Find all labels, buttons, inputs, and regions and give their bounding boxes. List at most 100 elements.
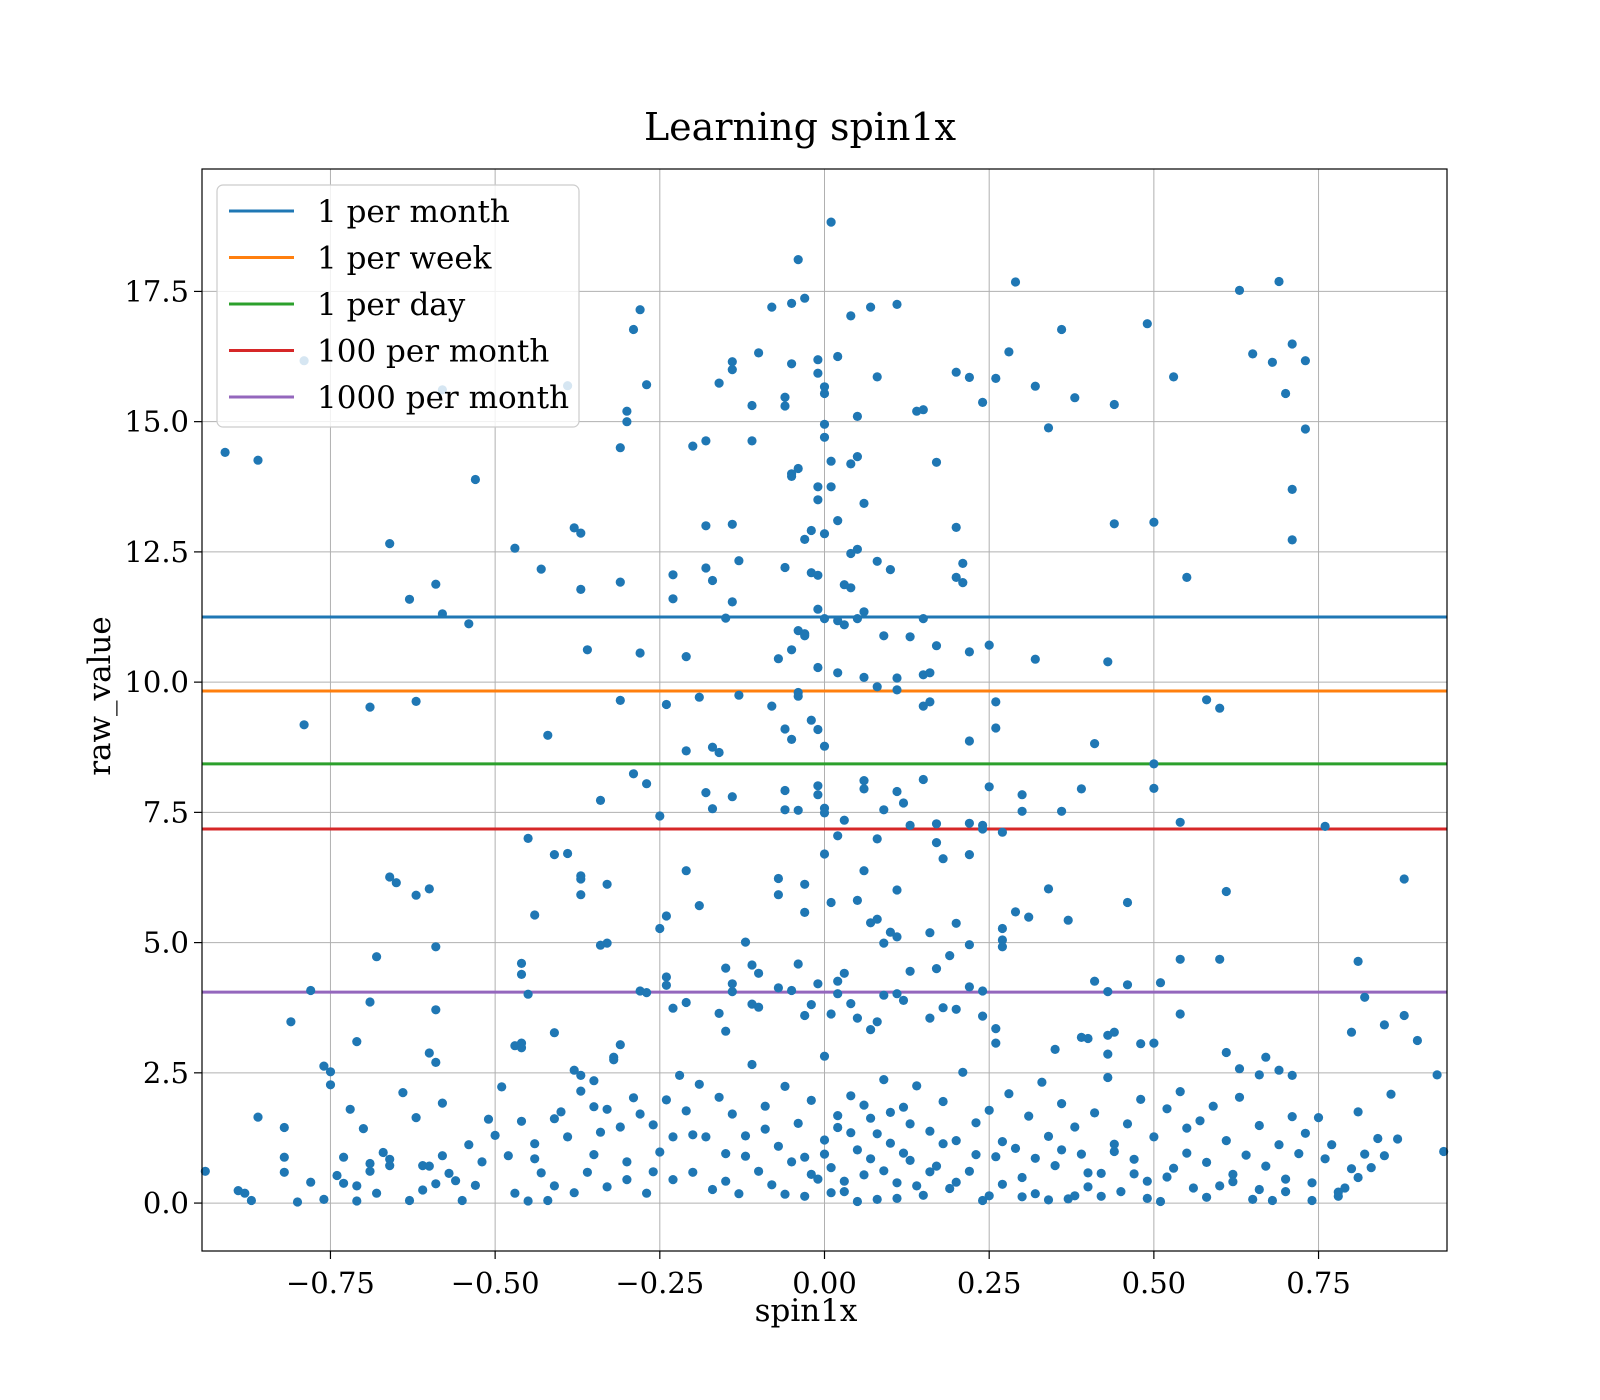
data-point [727,987,737,997]
data-point [707,742,718,752]
data-point [773,873,784,884]
legend-label: 1000 per month [317,380,569,416]
data-point [1103,1072,1113,1083]
data-point [1169,1163,1179,1173]
data-point [819,741,830,751]
data-point [819,382,830,392]
data-point [1142,1193,1152,1203]
data-point [833,1111,843,1121]
data-point [286,1017,296,1027]
data-point [898,798,909,808]
data-point [648,1120,658,1130]
data-point [253,455,263,465]
data-point [951,522,961,533]
data-point [898,995,909,1006]
data-point [819,808,830,818]
data-point [437,1098,447,1108]
data-point [1070,1191,1080,1201]
data-point [325,1080,336,1090]
data-point [1379,1020,1389,1030]
data-point [925,1126,935,1136]
data-point [688,1130,698,1140]
data-point [569,523,579,533]
data-point [879,1075,889,1085]
data-point [787,985,797,996]
data-point [747,1059,757,1070]
data-point [984,782,994,792]
data-point [464,619,474,629]
data-point [576,1086,586,1096]
data-point [787,645,797,655]
data-point [358,1124,368,1134]
data-point [385,872,395,882]
data-point [1090,1108,1100,1118]
data-point [839,580,849,590]
data-point [1017,1192,1027,1202]
data-point [365,702,375,712]
data-point [404,594,415,604]
data-point [714,747,724,758]
data-point [964,940,975,950]
data-point [1149,517,1159,527]
data-point [549,1114,560,1124]
data-point [451,1176,461,1186]
data-point [991,697,1001,707]
data-point [1109,1027,1119,1037]
data-point [852,1013,863,1023]
data-point [1261,1161,1271,1171]
data-point [1182,1123,1192,1133]
data-point [846,1091,856,1101]
data-point [1320,821,1330,832]
data-point [1221,1047,1231,1058]
data-point [1234,1064,1245,1074]
data-point [793,255,803,265]
data-point [951,1136,961,1146]
data-point [1090,976,1100,986]
data-point [734,556,744,566]
data-point [833,831,843,841]
data-point [938,1139,948,1149]
data-point [1155,978,1166,988]
data-point [826,1188,836,1198]
data-point [1215,1181,1225,1191]
x-tick-label: 0.50 [1122,1266,1187,1300]
data-point [1241,1150,1251,1160]
data-point [1175,954,1185,964]
data-point [1399,1010,1409,1021]
data-point [1149,783,1159,794]
data-point [806,1095,816,1105]
data-point [1294,1149,1304,1159]
data-point [1083,1168,1093,1178]
data-point [576,528,586,538]
data-point [424,884,434,894]
data-point [931,1161,942,1171]
data-point [681,866,691,876]
data-point [826,217,836,227]
data-point [615,695,625,706]
data-point [859,672,869,683]
data-point [740,1131,751,1141]
data-point [1221,886,1231,897]
data-point [1070,1122,1080,1132]
data-point [951,572,961,583]
data-point [398,1088,408,1098]
data-point [418,1161,428,1171]
data-point [523,989,533,999]
data-point [852,1145,863,1155]
data-point [530,1154,540,1164]
data-point [800,534,810,545]
data-point [892,299,902,309]
data-point [833,351,843,362]
data-point [925,928,935,938]
x-axis-label: spin1x [755,1293,858,1329]
data-point [1057,1145,1067,1155]
data-point [852,452,863,462]
data-point [523,1196,533,1206]
x-axis-ticks: −0.75 −0.50 −0.25 0.00 0.25 0.50 0.75 [286,1251,1351,1300]
data-point [1360,1149,1370,1159]
data-point [365,1158,375,1169]
data-point [1281,388,1291,399]
data-point [819,1051,830,1061]
data-point [866,1113,876,1123]
data-point [365,997,375,1007]
